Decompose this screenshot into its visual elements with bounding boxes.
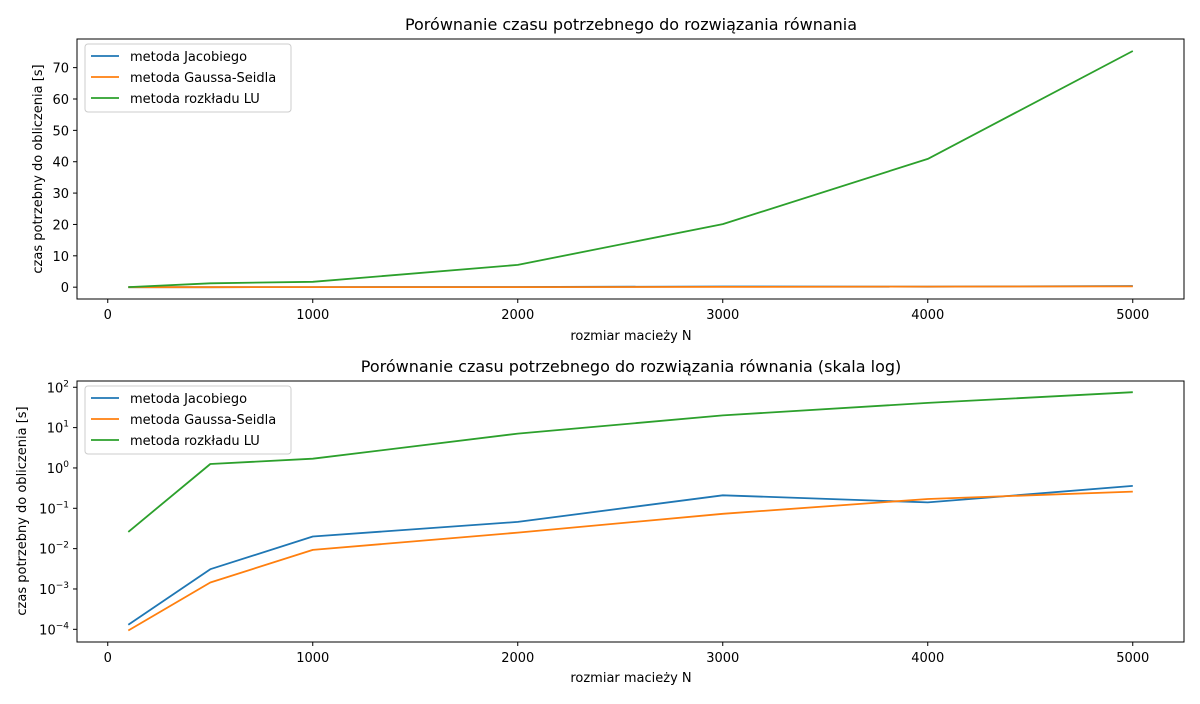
- y-tick-label: 10−1: [39, 500, 69, 517]
- y-tick-label: 20: [52, 218, 69, 233]
- y-tick-label: 70: [52, 62, 69, 77]
- series-line-lu: [128, 50, 1134, 288]
- x-tick-label: 5000: [1116, 651, 1149, 666]
- series-line-gauss_seidel: [128, 285, 1133, 289]
- chart-title: Porównanie czasu potrzebnego do rozwiąza…: [405, 15, 857, 34]
- x-axis-label: rozmiar macieży N: [570, 329, 691, 344]
- plot-frame: [76, 380, 1185, 643]
- series-line-lu: [127, 391, 1133, 533]
- y-ticks: 10−4 10−3 10−2 10−1 100 101 102: [39, 379, 77, 638]
- legend-label: metoda rozkładu LU: [130, 92, 260, 107]
- y-tick-label: 30: [52, 187, 69, 202]
- y-ticks: 0 10 20 30 40 50 60 70: [52, 62, 77, 296]
- x-tick-label: 0: [104, 308, 112, 323]
- legend-label: metoda Gaussa-Seidla: [130, 413, 276, 428]
- y-tick-label: 10: [52, 250, 69, 265]
- y-axis-label: czas potrzebny do obliczenia [s]: [31, 64, 46, 273]
- chart-linear: Porównanie czasu potrzebnego do rozwiąza…: [31, 15, 1185, 344]
- y-tick-label: 101: [47, 420, 69, 437]
- y-tick-label: 60: [52, 93, 69, 108]
- chart-title: Porównanie czasu potrzebnego do rozwiąza…: [361, 357, 902, 376]
- y-tick-label: 0: [61, 281, 69, 296]
- series-line-jacobi: [127, 485, 1133, 626]
- legend: metoda Jacobiego metoda Gaussa-Seidla meto…: [84, 43, 292, 113]
- y-tick-label: 10−3: [39, 581, 69, 598]
- x-tick-label: 1000: [296, 308, 329, 323]
- x-tick-label: 3000: [706, 651, 739, 666]
- y-tick-label: 102: [47, 379, 69, 396]
- y-tick-label: 40: [52, 156, 69, 171]
- legend-label: metoda Jacobiego: [130, 392, 247, 407]
- y-axis-label: czas potrzebny do obliczenia [s]: [15, 406, 30, 615]
- plot-frame: [76, 38, 1185, 300]
- x-tick-label: 2000: [501, 651, 534, 666]
- series-line-gauss_seidel: [127, 490, 1133, 632]
- series-lines: [127, 391, 1133, 632]
- x-tick-label: 3000: [706, 308, 739, 323]
- x-axis-label: rozmiar macieży N: [570, 671, 691, 686]
- x-ticks: 0 1000 2000 3000 4000 5000: [104, 299, 1149, 323]
- y-tick-label: 50: [52, 124, 69, 139]
- series-lines: [128, 50, 1134, 289]
- legend-label: metoda Gaussa-Seidla: [130, 71, 276, 86]
- legend: metoda Jacobiego metoda Gaussa-Seidla meto…: [84, 385, 292, 455]
- legend-label: metoda Jacobiego: [130, 50, 247, 65]
- x-tick-label: 4000: [911, 651, 944, 666]
- x-tick-label: 1000: [296, 651, 329, 666]
- y-tick-label: 10−2: [39, 541, 69, 558]
- legend-label: metoda rozkładu LU: [130, 434, 260, 449]
- legend-frame: [84, 43, 292, 113]
- chart-log: Porównanie czasu potrzebnego do rozwiąza…: [15, 357, 1185, 686]
- y-tick-label: 100: [47, 460, 70, 477]
- x-tick-label: 2000: [501, 308, 534, 323]
- x-ticks: 0 1000 2000 3000 4000 5000: [104, 642, 1149, 666]
- x-tick-label: 5000: [1116, 308, 1149, 323]
- y-tick-label: 10−4: [39, 621, 69, 638]
- legend-frame: [84, 385, 292, 455]
- x-tick-label: 0: [104, 651, 112, 666]
- x-tick-label: 4000: [911, 308, 944, 323]
